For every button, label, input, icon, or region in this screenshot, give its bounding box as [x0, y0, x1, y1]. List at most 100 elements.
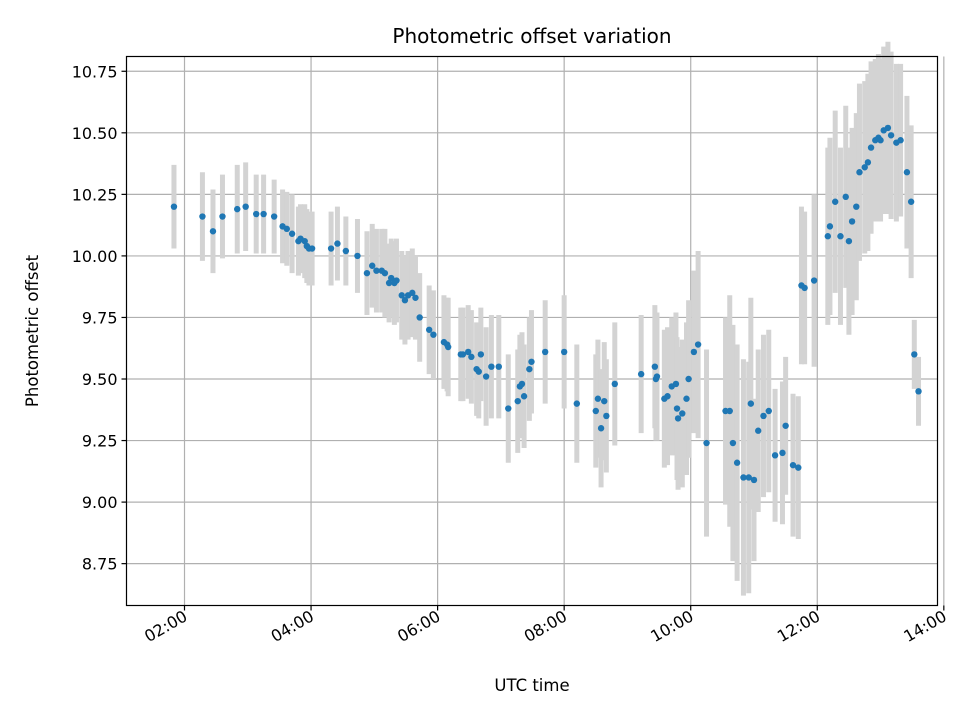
data-point: [837, 233, 844, 240]
y-tick-label: 9.50: [82, 370, 118, 389]
data-point: [520, 393, 528, 400]
data-point: [488, 363, 495, 370]
data-point: [468, 353, 475, 361]
data-point: [477, 351, 485, 358]
data-point: [541, 348, 549, 356]
y-axis: 8.75 9.00 9.25 9.50 9.75 10.00 10.25 10.50 10.75: [72, 62, 127, 574]
data-point: [528, 358, 535, 365]
data-point: [464, 348, 472, 356]
data-point: [651, 363, 659, 370]
data-point: [573, 400, 581, 407]
data-point: [398, 292, 405, 299]
data-point: [199, 213, 206, 220]
data-point: [703, 439, 710, 447]
data-point: [514, 397, 521, 405]
data-point: [209, 228, 217, 235]
data-point: [771, 452, 779, 459]
data-point: [601, 397, 608, 405]
data-point: [861, 164, 868, 171]
data-point: [750, 476, 758, 484]
data-point: [170, 203, 178, 210]
data-point: [729, 439, 737, 447]
data-point: [832, 198, 839, 205]
y-tick-label: 10.00: [72, 247, 118, 266]
data-point: [288, 230, 296, 237]
y-tick-label: 10.75: [72, 62, 118, 81]
data-point: [334, 240, 341, 247]
data-point: [679, 410, 686, 417]
data-point: [911, 351, 918, 358]
data-point: [219, 213, 226, 220]
data-point: [603, 412, 610, 420]
data-point: [853, 203, 860, 210]
data-point: [505, 405, 512, 412]
data-point: [779, 449, 786, 457]
data-point: [425, 326, 433, 333]
data-point: [726, 407, 733, 415]
data-point: [385, 279, 393, 287]
data-point: [887, 132, 895, 139]
data-point: [401, 297, 409, 304]
data-point: [740, 474, 747, 481]
data-point: [373, 267, 380, 274]
data-point: [253, 210, 260, 218]
data-point: [877, 137, 884, 144]
data-point: [597, 425, 605, 432]
data-point: [789, 461, 797, 469]
data-point: [672, 380, 680, 388]
data-point: [845, 237, 853, 245]
data-point: [409, 289, 416, 297]
data-point: [694, 341, 702, 348]
y-tick-label: 10.25: [72, 185, 118, 204]
data-point: [733, 459, 741, 466]
data-point: [782, 422, 789, 429]
data-point: [765, 407, 772, 415]
data-point: [393, 277, 400, 284]
data-point: [856, 169, 863, 176]
data-point: [842, 193, 849, 201]
y-tick-label: 10.50: [72, 124, 118, 143]
data-point: [897, 137, 904, 144]
y-tick-label: 8.75: [82, 555, 118, 574]
data-point: [907, 198, 915, 205]
data-point: [664, 393, 671, 400]
data-point: [611, 380, 618, 388]
data-point: [381, 269, 389, 277]
data-point: [745, 474, 752, 481]
data-point: [903, 169, 911, 176]
data-point: [594, 395, 602, 402]
data-point: [810, 277, 818, 284]
data-point: [683, 395, 690, 402]
data-point: [915, 388, 922, 395]
data-point: [526, 365, 533, 373]
data-point: [884, 124, 892, 132]
data-point: [495, 363, 502, 370]
data-point: [416, 314, 423, 321]
data-point: [354, 252, 361, 260]
data-point: [475, 368, 482, 375]
data-point: [482, 373, 490, 380]
data-point: [242, 203, 249, 210]
data-point: [369, 262, 376, 269]
data-point: [430, 331, 437, 338]
data-point: [592, 407, 600, 415]
data-point: [824, 233, 832, 240]
x-axis-label: UTC time: [494, 676, 569, 695]
data-point: [653, 373, 661, 380]
chart-title: Photometric offset variation: [392, 24, 671, 48]
data-point: [260, 210, 267, 218]
data-point: [848, 218, 856, 225]
data-point: [864, 159, 872, 166]
data-point: [674, 415, 682, 422]
data-point: [363, 269, 371, 277]
data-point: [826, 223, 834, 230]
plot-frame: [125, 55, 939, 607]
data-point: [518, 380, 526, 388]
data-point: [342, 247, 350, 255]
data-point: [801, 284, 808, 292]
data-point: [444, 343, 452, 351]
data-point: [867, 144, 875, 151]
data-point: [795, 464, 802, 471]
y-axis-label: Photometric offset: [23, 254, 42, 407]
